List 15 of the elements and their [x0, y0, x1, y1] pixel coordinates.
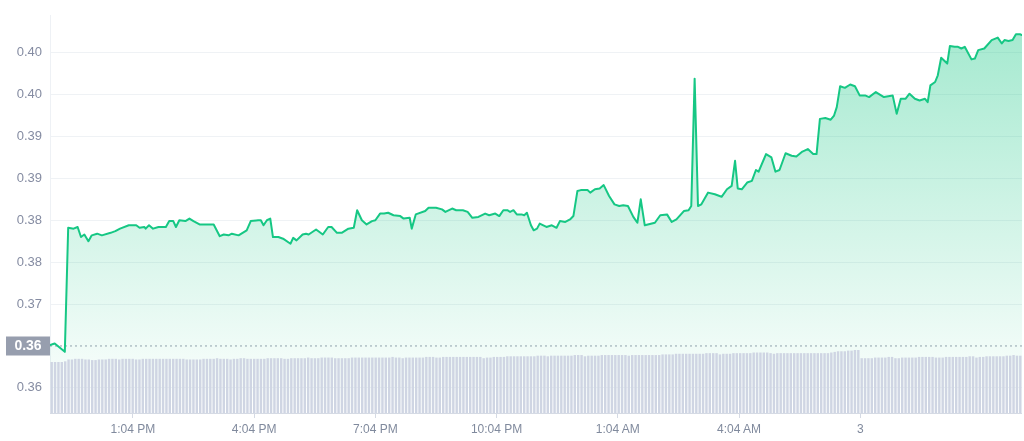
y-tick-label: 0.39 [16, 128, 42, 144]
y-tick-label: 0.40 [16, 44, 42, 60]
x-tick-label: 7:04 PM [353, 421, 398, 436]
x-tick-label: 10:04 PM [470, 421, 523, 436]
y-tick-label: 0.38 [16, 211, 42, 227]
y-tick-label: 0.36 [16, 379, 42, 395]
y-tick-label: 0.40 [16, 86, 42, 102]
x-tick-label: 1:04 AM [595, 421, 640, 436]
x-tick-label: 4:04 AM [717, 421, 762, 436]
x-tick-label: 4:04 PM [231, 421, 277, 436]
x-tick-label: 1:04 PM [110, 421, 156, 436]
x-tick-label: 3 [856, 421, 864, 436]
y-tick-label: 0.37 [16, 295, 42, 311]
y-tick-label: 0.38 [16, 253, 42, 269]
y-tick-label: 0.39 [16, 169, 42, 185]
